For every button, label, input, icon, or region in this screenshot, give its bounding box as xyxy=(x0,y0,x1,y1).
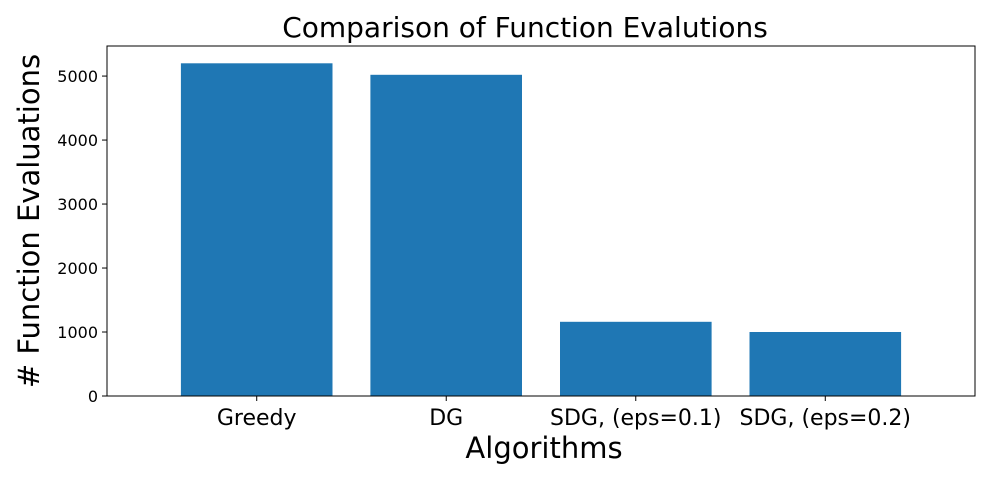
x-tick-label: SDG, (eps=0.2) xyxy=(740,406,912,431)
bar-3 xyxy=(749,332,902,396)
x-tick-label: SDG, (eps=0.1) xyxy=(550,406,722,431)
x-axis-ticks: Greedy DG SDG, (eps=0.1) SDG, (eps=0.2) xyxy=(217,396,911,431)
y-axis-ticks: 0 1000 2000 3000 4000 5000 xyxy=(57,67,107,406)
x-tick-label: DG xyxy=(429,406,463,431)
y-tick-label: 0 xyxy=(88,387,98,406)
y-tick-label: 3000 xyxy=(57,195,98,214)
y-tick-label: 1000 xyxy=(57,323,98,342)
plot-frame xyxy=(106,45,976,397)
chart-title: Comparison of Function Evalutions xyxy=(282,11,768,44)
y-tick-label: 4000 xyxy=(57,131,98,150)
bar-2 xyxy=(560,321,712,396)
x-tick-label: Greedy xyxy=(217,406,297,431)
x-axis-label: Algorithms xyxy=(465,431,622,465)
y-tick-label: 2000 xyxy=(57,259,98,278)
bars-layer xyxy=(180,63,902,397)
y-axis-label: # Function Evaluations xyxy=(12,54,46,388)
bar-1 xyxy=(370,74,522,397)
y-tick-label: 5000 xyxy=(57,67,98,86)
bar-0 xyxy=(180,63,333,397)
